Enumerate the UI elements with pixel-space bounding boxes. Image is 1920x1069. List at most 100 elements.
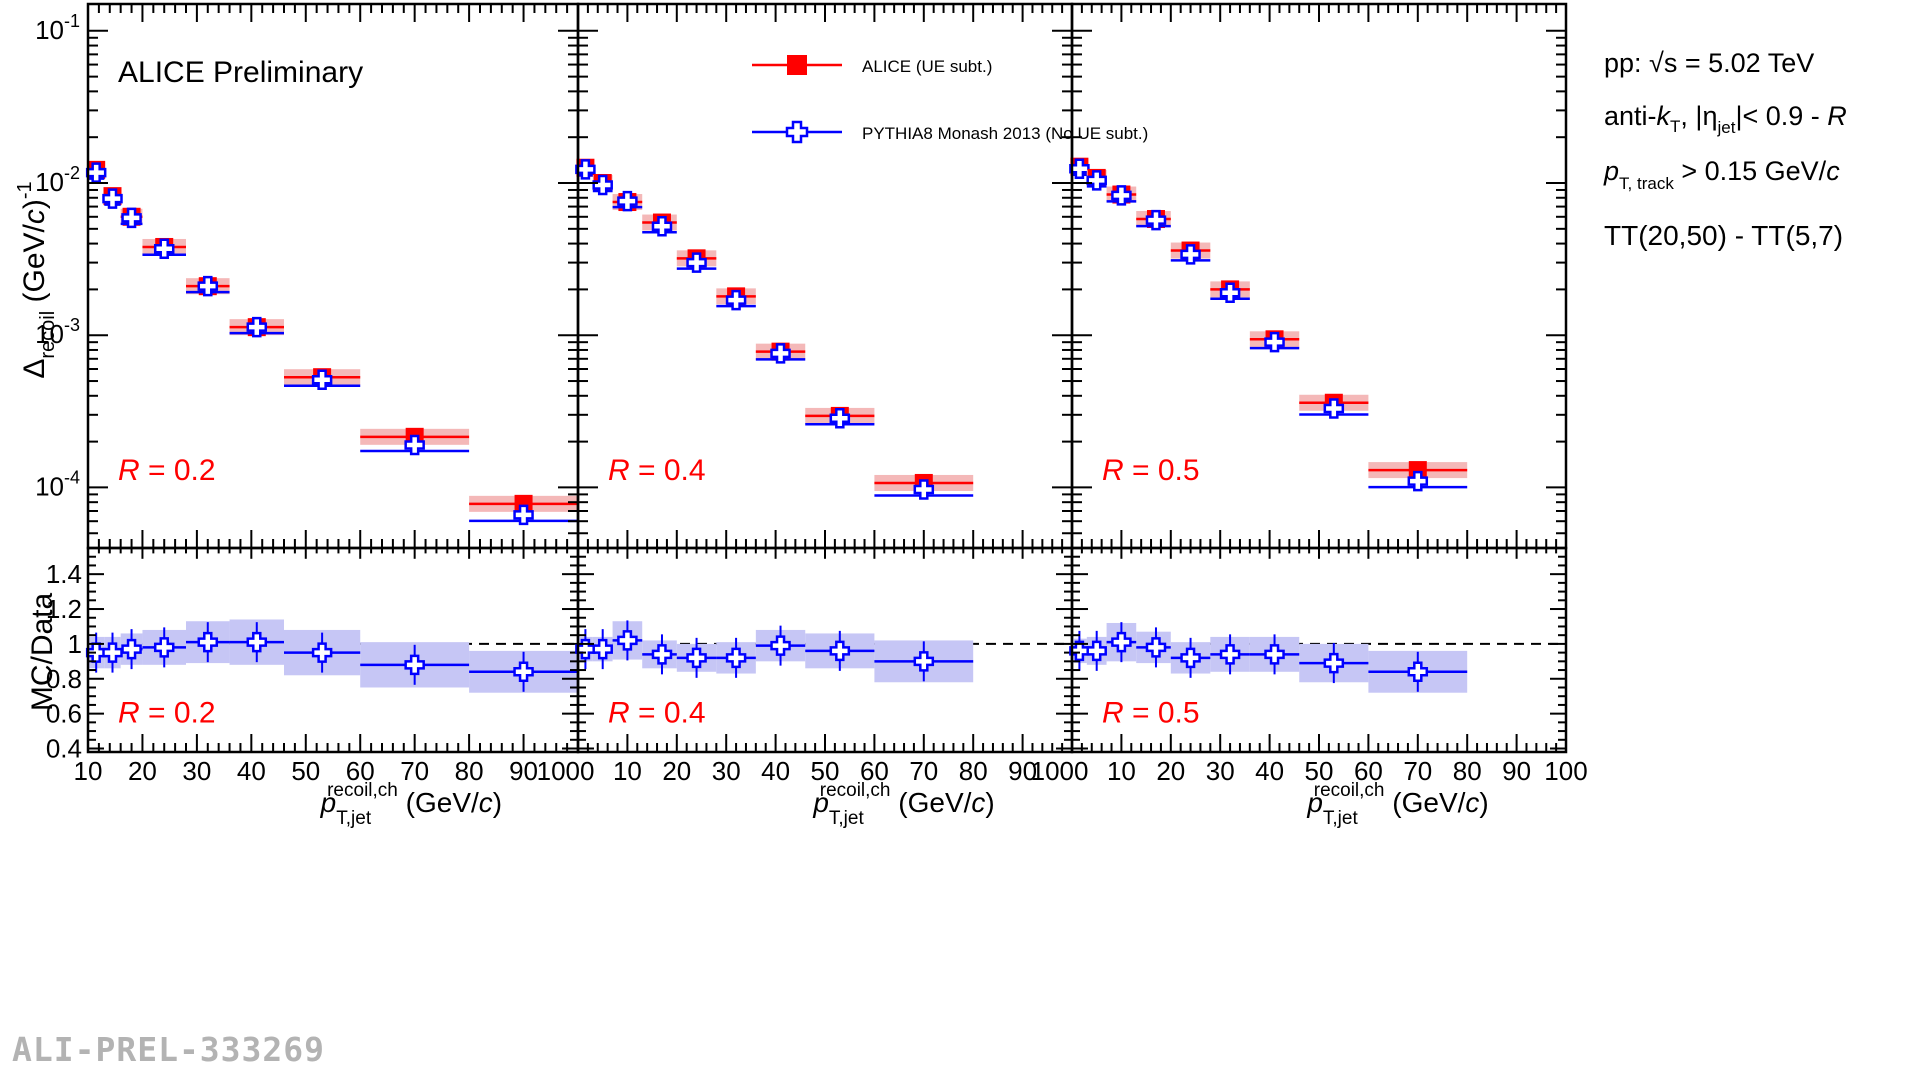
legend-alice-marker [787,55,807,75]
xtick-label: 100 [1031,756,1074,786]
xtick-label: 20 [662,756,691,786]
xtick-label: 80 [455,756,484,786]
xtick-label: 10 [1107,756,1136,786]
R-label-bottom: R = 0.2 [118,696,216,729]
ratio-point [651,644,673,665]
ratio-point [121,638,142,660]
ratio-point [1323,652,1345,674]
ratio-point [1145,637,1167,658]
pythia-point [311,369,333,390]
legend-alice-label: ALICE (UE subt.) [862,57,992,76]
xtick-label: 10 [613,756,642,786]
x-axis-title: pT,jetrecoil,ch (GeV/c) [812,780,994,829]
xtick-label: 60 [1354,756,1383,786]
xtick-label: 20 [1156,756,1185,786]
ratio-point [1086,640,1107,662]
ratio-point [102,642,123,663]
x-axis-title: pT,jetrecoil,ch (GeV/c) [1306,780,1488,829]
ytick-label-top: 10-3 [35,315,80,349]
xtick-label: 90 [509,756,538,786]
annotation-track: pT, track > 0.15 GeV/c [1603,156,1840,193]
xtick-label: 40 [1255,756,1284,786]
ratio-point [1180,647,1201,669]
xtick-label: 30 [712,756,741,786]
ytick-label-bottom: 0.6 [46,699,82,729]
xtick-label: 0 [1074,756,1088,786]
ratio-point [913,651,935,672]
xtick-label: 100 [537,756,580,786]
xtick-label: 30 [1206,756,1235,786]
ratio-point [1264,644,1285,665]
R-label-bottom: R = 0.4 [608,696,706,729]
ratio-point [592,638,613,660]
legend-pythia-marker [785,120,809,144]
ratio-point [197,631,219,653]
ratio-point [1111,631,1132,653]
ratio-point [153,637,175,658]
xtick-label: 90 [1502,756,1531,786]
pythia-point [592,174,613,196]
xtick-label: 0 [580,756,594,786]
annotation-tt: TT(20,50) - TT(5,7) [1604,220,1843,251]
ratio-point [770,635,791,656]
pythia-point [913,479,935,500]
x-axis-title: pT,jetrecoil,ch (GeV/c) [320,780,502,829]
ratio-point [311,642,333,663]
xtick-label: 70 [400,756,429,786]
ratio-point [513,661,534,683]
ytick-label-bottom: 1.2 [46,594,82,624]
pythia-point [197,275,219,297]
ratio-point [1407,661,1429,683]
annotation-system: pp: √s = 5.02 TeV [1604,48,1814,78]
R-label-top: R = 0.2 [118,454,216,487]
ratio-point [404,654,425,676]
experiment-label: ALICE Preliminary [118,56,363,89]
ytick-label-bottom: 0.4 [46,734,82,764]
ytick-label-top: 10-4 [35,467,80,501]
ratio-point [686,647,707,669]
ratio-point [1219,644,1241,665]
xtick-label: 40 [761,756,790,786]
pythia-point [121,207,142,229]
panel-R2: 0 10 20 30 40 50 60 70 80 90 100 pT,jetrecoil,ch (G… [1069,2,1588,829]
xtick-label: 50 [1305,756,1334,786]
legend: ALICE (UE subt.) PYTHIA8 Monash 2013 (No … [752,55,1148,144]
pythia-point [513,504,534,526]
R-label-bottom: R = 0.5 [1102,696,1200,729]
xtick-label: 20 [128,756,157,786]
ratio-point [617,630,638,651]
ytick-label-bottom: 0.8 [46,664,82,694]
legend-pythia-label: PYTHIA8 Monash 2013 (No UE subt.) [862,124,1148,143]
pythia-point [1219,282,1241,304]
xtick-label: 30 [182,756,211,786]
pythia-point [246,316,268,338]
ratio-point [725,647,747,669]
pythia-point [829,407,851,429]
xtick-label: 50 [291,756,320,786]
pythia-point [1086,170,1107,191]
ratio-point [246,631,268,653]
pythia-point [1264,331,1285,353]
pythia-point [1145,209,1167,231]
R-label-top: R = 0.5 [1102,454,1200,487]
xtick-label: 70 [909,756,938,786]
pythia-point [85,162,107,183]
pythia-point [770,343,791,364]
pythia-point [651,215,673,237]
ytick-label-top: 10-1 [35,11,80,45]
xtick-label: 50 [811,756,840,786]
xtick-label: 80 [959,756,988,786]
y-axis-title-bottom: MC/Data [26,593,59,712]
xtick-label: 60 [860,756,889,786]
watermark-id: ALI-PREL-333269 [12,1030,326,1069]
pythia-point [1111,185,1132,206]
pythia-point [1407,470,1429,492]
xtick-label: 10 [74,756,103,786]
pythia-point [404,434,425,456]
xtick-label: 90 [1008,756,1037,786]
R-label-top: R = 0.4 [608,454,706,487]
pythia-point [1180,244,1201,265]
pythia-point [153,238,175,259]
